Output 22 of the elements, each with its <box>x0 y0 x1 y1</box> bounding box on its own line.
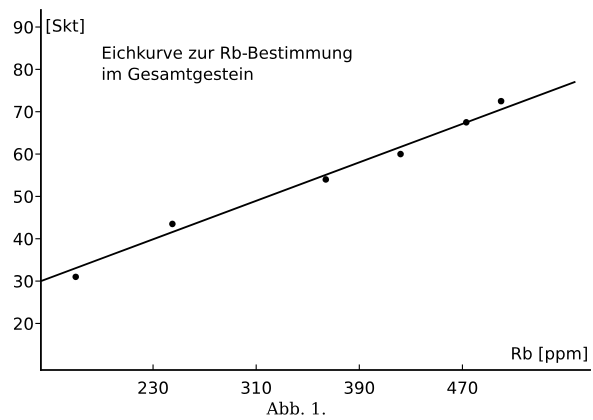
x-tick-label: 310 <box>242 381 271 394</box>
y-tick-label: 40 <box>14 232 33 246</box>
point <box>462 119 470 126</box>
x-axis-title: Rb [ppm] <box>512 346 587 363</box>
x-tick-label: 230 <box>138 381 168 394</box>
caption: Abb. 1. <box>266 402 325 415</box>
y-tick-label: 30 <box>14 275 33 288</box>
y-tick-label: 70 <box>14 106 33 118</box>
y-axis-title: [Skt] <box>46 18 84 34</box>
y-tick-label: 60 <box>14 148 33 161</box>
point <box>169 220 176 228</box>
point <box>397 150 404 158</box>
y-tick-label: 20 <box>14 317 33 330</box>
y-tick-label: 80 <box>14 63 33 76</box>
point <box>322 176 330 183</box>
x-tick-label: 390 <box>344 381 374 394</box>
point <box>498 98 504 104</box>
y-tick-label: 90 <box>14 20 33 34</box>
text: Eichkurve zur Rb-Bestimmung im Gesamtgestein <box>102 46 352 84</box>
point <box>72 274 80 280</box>
y-tick-label: 50 <box>14 190 33 203</box>
x-tick-label: 470 <box>447 381 478 394</box>
